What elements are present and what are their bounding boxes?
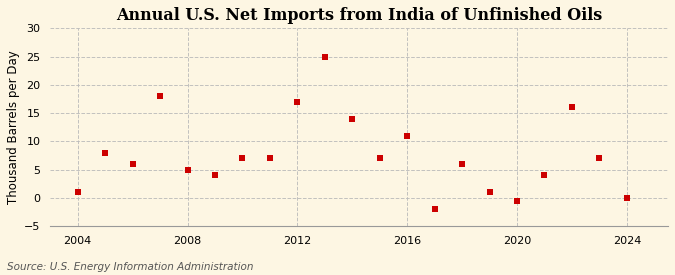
Point — [594, 156, 605, 161]
Point — [622, 196, 632, 200]
Point — [127, 162, 138, 166]
Title: Annual U.S. Net Imports from India of Unfinished Oils: Annual U.S. Net Imports from India of Un… — [116, 7, 602, 24]
Point — [566, 105, 577, 110]
Point — [237, 156, 248, 161]
Point — [429, 207, 440, 211]
Point — [100, 151, 111, 155]
Point — [402, 134, 412, 138]
Point — [375, 156, 385, 161]
Point — [209, 173, 220, 178]
Point — [155, 94, 165, 98]
Point — [72, 190, 83, 195]
Point — [347, 117, 358, 121]
Point — [292, 100, 303, 104]
Point — [319, 54, 330, 59]
Point — [539, 173, 550, 178]
Point — [265, 156, 275, 161]
Point — [484, 190, 495, 195]
Text: Source: U.S. Energy Information Administration: Source: U.S. Energy Information Administ… — [7, 262, 253, 272]
Point — [182, 167, 193, 172]
Point — [512, 199, 522, 203]
Y-axis label: Thousand Barrels per Day: Thousand Barrels per Day — [7, 50, 20, 204]
Point — [457, 162, 468, 166]
